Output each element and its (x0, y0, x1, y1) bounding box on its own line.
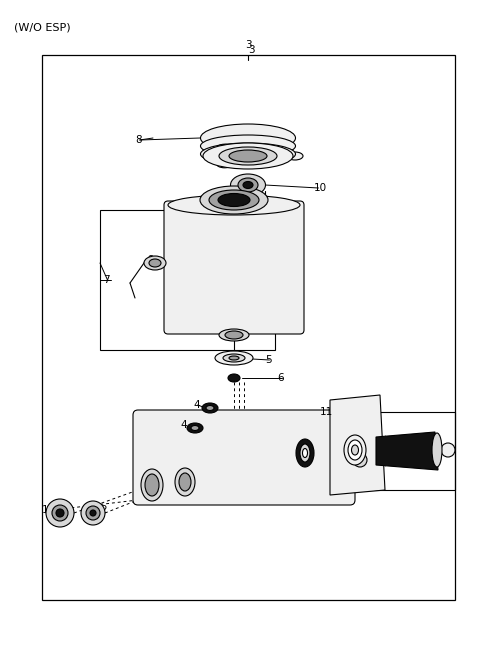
Ellipse shape (216, 160, 232, 168)
Text: 3: 3 (248, 45, 254, 55)
Circle shape (86, 506, 100, 520)
Ellipse shape (302, 449, 308, 458)
Ellipse shape (187, 423, 203, 433)
Ellipse shape (168, 195, 300, 215)
Text: 4: 4 (180, 420, 187, 430)
Ellipse shape (216, 144, 232, 152)
Text: 6: 6 (277, 373, 284, 383)
Ellipse shape (218, 193, 250, 206)
Polygon shape (376, 432, 438, 470)
Text: 2: 2 (100, 505, 107, 515)
Bar (100, 210, 275, 350)
FancyBboxPatch shape (133, 410, 355, 505)
Ellipse shape (215, 351, 253, 365)
Ellipse shape (230, 191, 265, 203)
Circle shape (353, 453, 367, 467)
Text: 9: 9 (147, 255, 154, 265)
Ellipse shape (441, 443, 455, 457)
Ellipse shape (201, 135, 296, 157)
Circle shape (81, 501, 105, 525)
Ellipse shape (228, 374, 240, 382)
Text: 4: 4 (193, 400, 200, 410)
Polygon shape (330, 395, 385, 495)
Ellipse shape (191, 426, 199, 430)
Ellipse shape (351, 445, 359, 455)
Ellipse shape (219, 147, 277, 165)
Ellipse shape (201, 124, 296, 152)
Bar (290, 412, 455, 490)
Circle shape (52, 505, 68, 521)
Ellipse shape (296, 439, 314, 467)
Ellipse shape (149, 259, 161, 267)
Circle shape (46, 499, 74, 527)
Ellipse shape (209, 190, 259, 210)
Ellipse shape (145, 474, 159, 496)
Ellipse shape (175, 468, 195, 496)
Ellipse shape (200, 186, 268, 214)
Ellipse shape (219, 329, 249, 341)
Ellipse shape (229, 356, 239, 360)
Ellipse shape (201, 143, 296, 165)
Ellipse shape (223, 354, 245, 362)
Text: 5: 5 (265, 355, 272, 365)
Text: 10: 10 (314, 183, 327, 193)
Ellipse shape (348, 440, 362, 460)
Ellipse shape (243, 182, 253, 189)
Ellipse shape (141, 469, 163, 501)
Ellipse shape (432, 433, 442, 467)
Ellipse shape (287, 152, 303, 160)
Ellipse shape (144, 256, 166, 270)
Text: 11: 11 (320, 407, 333, 417)
Ellipse shape (230, 174, 265, 196)
Ellipse shape (229, 150, 267, 162)
Text: 7: 7 (103, 275, 109, 285)
Circle shape (90, 510, 96, 516)
Ellipse shape (225, 331, 243, 339)
Text: 8: 8 (135, 135, 142, 145)
Bar (42, 55, 455, 600)
Text: (W/O ESP): (W/O ESP) (14, 22, 71, 32)
Ellipse shape (344, 435, 366, 465)
Ellipse shape (202, 403, 218, 413)
Ellipse shape (203, 143, 293, 169)
Circle shape (56, 509, 64, 517)
Text: 3: 3 (245, 40, 252, 50)
Text: 1: 1 (42, 505, 48, 515)
Ellipse shape (206, 406, 214, 411)
Ellipse shape (238, 178, 258, 192)
Ellipse shape (179, 473, 191, 491)
Ellipse shape (300, 444, 310, 462)
FancyBboxPatch shape (164, 201, 304, 334)
